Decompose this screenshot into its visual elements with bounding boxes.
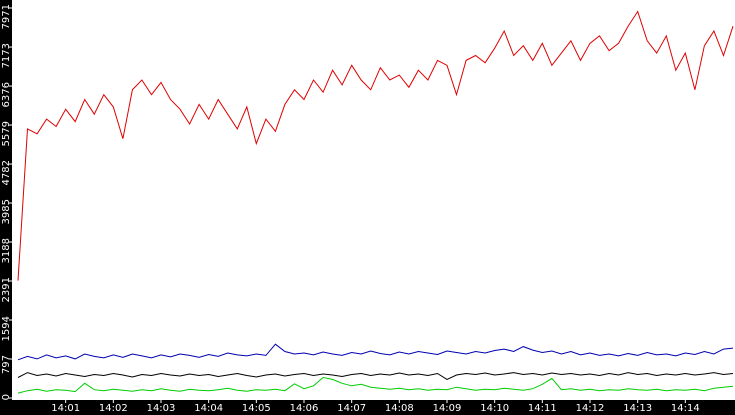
x-tick-label: 14:13 xyxy=(623,403,652,414)
x-tick-label: 14:01 xyxy=(51,403,80,414)
y-tick-label: 2391 xyxy=(1,277,12,302)
x-axis-strip xyxy=(0,400,735,415)
series-line xyxy=(17,372,734,380)
y-tick-label: 0 xyxy=(1,394,12,400)
y-tick-label: 3188 xyxy=(1,238,12,263)
series-line xyxy=(17,343,734,361)
x-tick-label: 14:05 xyxy=(242,403,271,414)
y-tick-label: 5579 xyxy=(1,121,12,146)
series-line xyxy=(17,376,734,394)
x-tick-label: 14:07 xyxy=(337,403,366,414)
y-tick-label: 7971 xyxy=(1,4,12,29)
x-tick-label: 14:03 xyxy=(147,403,176,414)
y-tick-label: 797 xyxy=(1,355,12,374)
x-tick-label: 14:10 xyxy=(480,403,509,414)
x-tick-label: 14:14 xyxy=(671,403,700,414)
y-tick-label: 6376 xyxy=(1,82,12,107)
x-tick-label: 14:04 xyxy=(194,403,223,414)
x-tick-label: 14:08 xyxy=(385,403,414,414)
x-tick-label: 14:12 xyxy=(576,403,605,414)
x-tick-label: 14:06 xyxy=(290,403,319,414)
x-tick-label: 14:09 xyxy=(433,403,462,414)
y-tick-label: 3985 xyxy=(1,199,12,224)
y-tick-label: 1594 xyxy=(1,316,12,341)
y-axis-strip xyxy=(0,0,12,415)
x-tick-label: 14:11 xyxy=(528,403,557,414)
y-tick-label: 4782 xyxy=(1,160,12,185)
y-tick-label: 7173 xyxy=(1,43,12,68)
series-line xyxy=(17,10,734,281)
x-tick-label: 14:02 xyxy=(99,403,128,414)
